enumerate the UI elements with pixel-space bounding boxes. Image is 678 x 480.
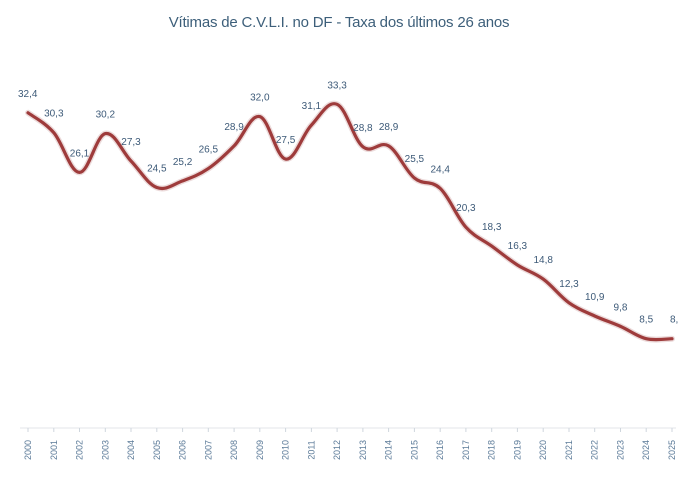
data-label-2003: 30,2 bbox=[96, 110, 116, 121]
data-label-2004: 27,3 bbox=[121, 137, 141, 148]
data-label-2014: 28,9 bbox=[379, 122, 399, 133]
series-line bbox=[25, 100, 675, 343]
x-tick-label-2018: 2018 bbox=[487, 440, 497, 460]
data-label-2001: 30,3 bbox=[44, 109, 64, 120]
data-label-2008: 28,9 bbox=[224, 122, 244, 133]
x-tick-label-2023: 2023 bbox=[616, 440, 626, 460]
x-tick-label-2013: 2013 bbox=[358, 440, 368, 460]
data-label-2020: 14,8 bbox=[533, 255, 553, 266]
data-label-2007: 26,5 bbox=[199, 145, 219, 156]
x-tick-label-2008: 2008 bbox=[229, 440, 239, 460]
data-label-2021: 12,3 bbox=[559, 279, 579, 290]
data-label-2024: 8,5 bbox=[639, 315, 653, 326]
x-tick-label-2015: 2015 bbox=[409, 440, 419, 460]
data-label-2015: 25,5 bbox=[405, 154, 425, 165]
chart-title: Vítimas de C.V.L.I. no DF - Taxa dos últ… bbox=[168, 14, 510, 31]
x-tick-label-2001: 2001 bbox=[49, 440, 59, 460]
x-tick-label-2000: 2000 bbox=[23, 440, 33, 460]
series-line-path bbox=[26, 102, 674, 342]
data-label-2002: 26,1 bbox=[70, 148, 90, 159]
data-label-2012: 33,3 bbox=[327, 80, 347, 91]
x-tick-label-2010: 2010 bbox=[281, 440, 291, 460]
data-label-2025: 8,5 bbox=[670, 315, 678, 326]
data-label-2006: 25,2 bbox=[173, 157, 193, 168]
data-label-2016: 24,4 bbox=[430, 164, 450, 175]
x-tick-label-2022: 2022 bbox=[590, 440, 600, 460]
data-label-2009: 32,0 bbox=[250, 93, 270, 104]
data-label-2011: 31,1 bbox=[302, 101, 322, 112]
x-tick-label-2004: 2004 bbox=[126, 440, 136, 460]
x-tick-label-2021: 2021 bbox=[564, 440, 574, 460]
x-tick-label-2006: 2006 bbox=[178, 440, 188, 460]
x-tick-label-2017: 2017 bbox=[461, 440, 471, 460]
x-tick-label-2016: 2016 bbox=[435, 440, 445, 460]
data-label-2005: 24,5 bbox=[147, 164, 167, 175]
x-tick-label-2012: 2012 bbox=[332, 440, 342, 460]
x-axis: 2000 2001 2002 2003 2004 2005 2006 2007 2008 2009… bbox=[20, 427, 677, 460]
x-tick-label-2005: 2005 bbox=[152, 440, 162, 460]
data-label-2023: 9,8 bbox=[614, 302, 628, 313]
x-tick-label-2024: 2024 bbox=[641, 440, 651, 460]
x-tick-label-2011: 2011 bbox=[306, 440, 316, 459]
data-label-2018: 18,3 bbox=[482, 222, 502, 233]
x-tick-label-2014: 2014 bbox=[384, 440, 394, 460]
x-tick-label-2007: 2007 bbox=[203, 440, 213, 460]
x-tick-label-2025: 2025 bbox=[667, 440, 677, 460]
data-label-2013: 28,8 bbox=[353, 123, 373, 134]
data-labels: 32,4 30,3 26,1 30,2 27,3 24,5 25,2 26,5 28,9 32,0… bbox=[18, 80, 678, 325]
x-tick-label-2003: 2003 bbox=[100, 440, 110, 460]
data-label-2000: 32,4 bbox=[18, 89, 38, 100]
x-tick-label-2009: 2009 bbox=[255, 440, 265, 460]
x-tick-label-2002: 2002 bbox=[75, 440, 85, 460]
data-label-2017: 20,3 bbox=[456, 203, 476, 214]
data-label-2010: 27,5 bbox=[276, 135, 296, 146]
x-tick-label-2019: 2019 bbox=[512, 440, 522, 460]
x-tick-label-2020: 2020 bbox=[538, 440, 548, 460]
data-label-2022: 10,9 bbox=[585, 292, 605, 303]
data-label-2019: 16,3 bbox=[508, 241, 528, 252]
